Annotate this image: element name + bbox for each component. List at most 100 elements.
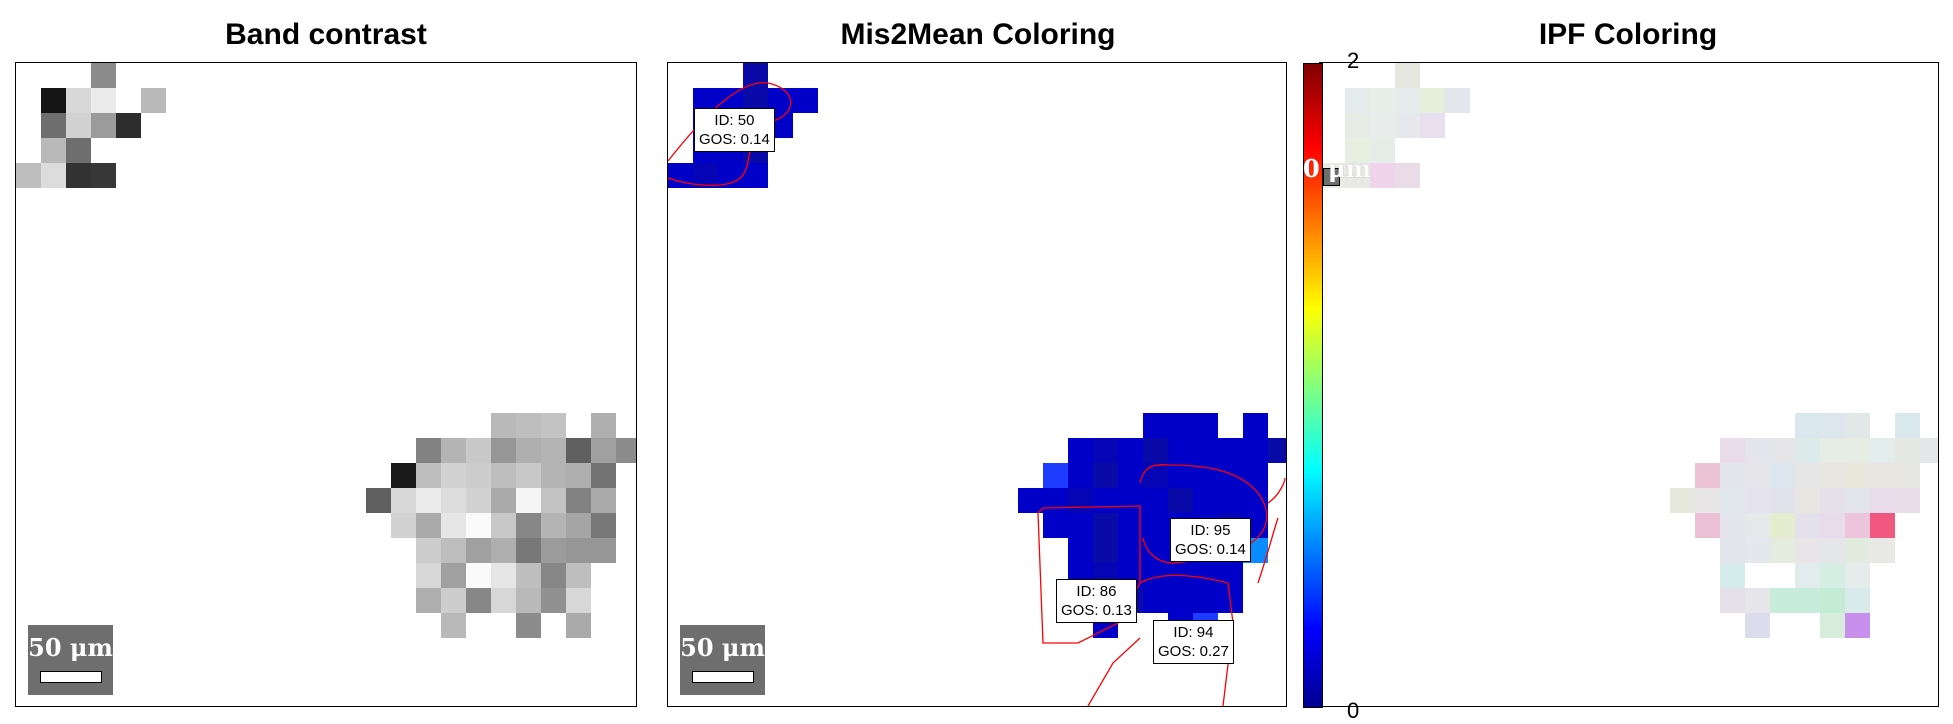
ipf-pixel xyxy=(1745,513,1770,538)
band-contrast-pixel xyxy=(566,563,591,588)
ipf-pixel xyxy=(1820,438,1845,463)
overlap-scalebar-box xyxy=(1323,168,1340,186)
mis2mean-pixel xyxy=(1268,438,1286,463)
mis2mean-pixel xyxy=(1168,488,1193,513)
band-contrast-pixel xyxy=(591,413,616,438)
ipf-pixel xyxy=(1720,563,1745,588)
ipf-pixel xyxy=(1795,588,1820,613)
ipf-pixel xyxy=(1820,488,1845,513)
mis2mean-pixel xyxy=(1043,488,1068,513)
ipf-pixel xyxy=(1345,113,1370,138)
ipf-pixel xyxy=(1845,613,1870,638)
ipf-pixel xyxy=(1820,563,1845,588)
band-contrast-pixel xyxy=(391,463,416,488)
band-contrast-pixel xyxy=(491,413,516,438)
band-contrast-pixel xyxy=(541,413,566,438)
band-contrast-pixel xyxy=(466,538,491,563)
band-contrast-pixel xyxy=(541,563,566,588)
mis2mean-pixel xyxy=(1193,413,1218,438)
mis2mean-pixel xyxy=(1243,438,1268,463)
scalebar: 50 μm xyxy=(28,625,113,695)
mis2mean-pixel xyxy=(1143,438,1168,463)
mis2mean-pixel xyxy=(693,163,718,188)
mis2mean-pixel xyxy=(1143,513,1168,538)
ipf-pixel xyxy=(1720,438,1745,463)
mis2mean-pixel xyxy=(1093,463,1118,488)
scalebar: 50 μm xyxy=(680,625,765,695)
band-contrast-pixel xyxy=(466,513,491,538)
ipf-pixel xyxy=(1895,438,1920,463)
mis2mean-pixel xyxy=(1118,488,1143,513)
band-contrast-pixel xyxy=(366,488,391,513)
mis2mean-pixel xyxy=(793,88,818,113)
mis2mean-pixel xyxy=(1193,563,1218,588)
mis2mean-pixel xyxy=(1093,538,1118,563)
band-contrast-pixel xyxy=(566,438,591,463)
ipf-pixel xyxy=(1770,463,1795,488)
ipf-pixel xyxy=(1820,613,1845,638)
band-contrast-pixel xyxy=(441,488,466,513)
mis2mean-pixel xyxy=(1068,438,1093,463)
grain-label-50: ID: 50 GOS: 0.14 xyxy=(694,108,775,152)
band-contrast-pixel xyxy=(591,463,616,488)
mis2mean-pixel xyxy=(1118,463,1143,488)
ipf-pixel xyxy=(1870,488,1895,513)
colorbar-max-label: 2 xyxy=(1347,48,1360,73)
grain-boundary-94 xyxy=(1087,574,1234,706)
band-contrast-pixel xyxy=(516,538,541,563)
band-contrast-pixel xyxy=(516,513,541,538)
mis2mean-pixel xyxy=(1093,513,1118,538)
ipf-pixel xyxy=(1395,63,1420,88)
ipf-pixel xyxy=(1395,88,1420,113)
band-contrast-pixel xyxy=(441,588,466,613)
overlap-scalebar: 0 μm xyxy=(1303,154,1383,188)
band-contrast-pixel xyxy=(66,88,91,113)
ipf-pixel xyxy=(1770,538,1795,563)
band-contrast-pixel xyxy=(66,138,91,163)
mis2mean-pixel xyxy=(1218,563,1243,588)
ipf-pixel xyxy=(1845,538,1870,563)
band-contrast-pixel xyxy=(466,588,491,613)
ipf-pixel xyxy=(1895,413,1920,438)
band-contrast-pixel xyxy=(491,438,516,463)
ipf-pixel xyxy=(1720,588,1745,613)
band-contrast-pixel xyxy=(91,163,116,188)
mis2mean-pixel xyxy=(1143,413,1168,438)
band-contrast-pixel xyxy=(541,463,566,488)
grain-label-94: ID: 94 GOS: 0.27 xyxy=(1153,620,1234,664)
band-contrast-pixel xyxy=(516,613,541,638)
ipf-pixel xyxy=(1795,488,1820,513)
mis2mean-pixel xyxy=(1068,488,1093,513)
ipf-pixel xyxy=(1395,113,1420,138)
mis2mean-pixel xyxy=(1218,438,1243,463)
grain-gos: GOS: 0.27 xyxy=(1158,643,1229,660)
mis2mean-pixel xyxy=(1043,463,1068,488)
band-contrast-pixel xyxy=(491,463,516,488)
mis2mean-pixel xyxy=(1093,438,1118,463)
grain-id: ID: 94 xyxy=(1173,624,1214,641)
ipf-pixel xyxy=(1745,488,1770,513)
band-contrast-pixel xyxy=(491,488,516,513)
ipf-pixel xyxy=(1820,538,1845,563)
ipf-pixel xyxy=(1745,538,1770,563)
band-contrast-pixel xyxy=(441,438,466,463)
ipf-pixel xyxy=(1920,438,1938,463)
band-contrast-pixel xyxy=(466,438,491,463)
band-contrast-pixel xyxy=(541,588,566,613)
band-contrast-pixel xyxy=(66,113,91,138)
scalebar-label: 50 μm xyxy=(28,633,113,662)
mis2mean-pixel xyxy=(1118,538,1143,563)
ipf-title: IPF Coloring xyxy=(1538,18,1718,51)
mis2mean-pixel xyxy=(1193,438,1218,463)
overlap-scalebar-label: 0 μm xyxy=(1303,154,1372,183)
ipf-pixel xyxy=(1795,513,1820,538)
mis2mean-pixel xyxy=(1118,513,1143,538)
band-contrast-pixel xyxy=(441,613,466,638)
ipf-pixel xyxy=(1795,538,1820,563)
mis2mean-pixel xyxy=(1168,413,1193,438)
ipf-pixel xyxy=(1870,463,1895,488)
mis2mean-pixel xyxy=(1193,488,1218,513)
band-contrast-pixel xyxy=(441,563,466,588)
band-contrast-pixel xyxy=(41,138,66,163)
ipf-pixel xyxy=(1770,488,1795,513)
